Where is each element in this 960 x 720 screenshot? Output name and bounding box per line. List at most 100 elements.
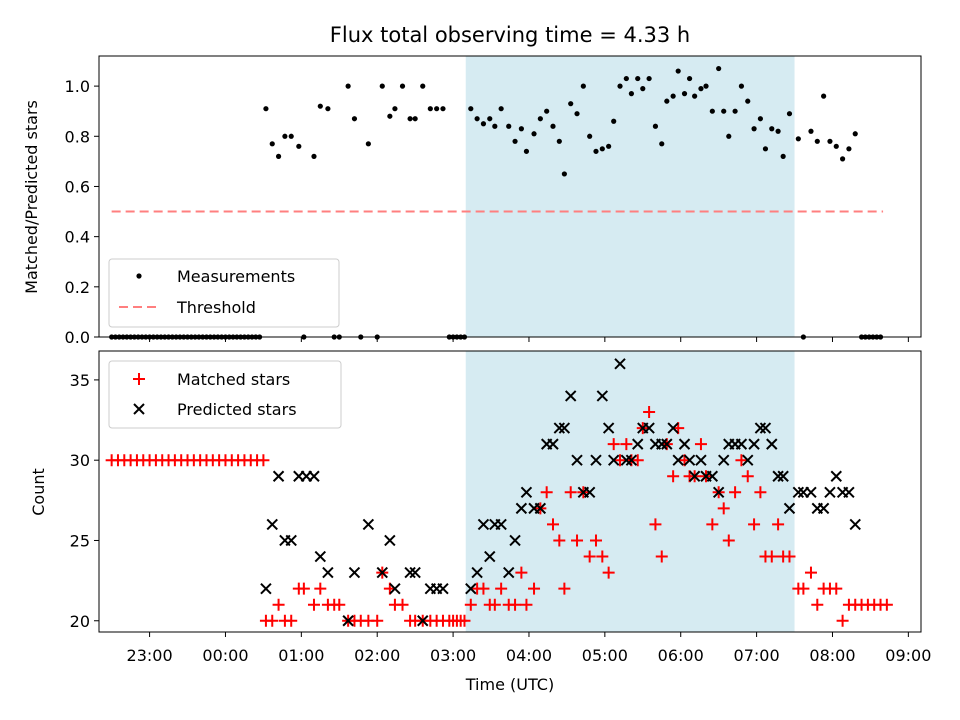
matched-star-point [620,438,633,451]
predicted-star-point [376,566,388,579]
matched-star-point [297,582,310,595]
measurement-point [427,106,433,112]
y-tick-label: 1.0 [65,77,90,96]
legend-predicted-label: Predicted stars [177,400,297,419]
measurement-point [814,138,820,144]
x-tick-label: 03:00 [430,646,476,665]
top-legend-box [108,258,340,328]
measurement-point [556,138,562,144]
measurement-point [709,108,715,114]
matched-star-point [488,598,501,611]
predicted-star-point [777,470,789,482]
measurement-point [721,108,727,114]
matched-star-point [257,454,270,467]
measurement-point [623,75,629,82]
predicted-star-point [285,534,297,547]
measurement-point [580,83,586,89]
chart-title: Flux total observing time = 4.33 h [330,23,690,47]
measurement-point [611,118,617,124]
predicted-star-point [706,470,719,482]
measurement-point [635,75,641,82]
measurement-point [269,141,275,147]
legend-predicted-marker [133,403,145,415]
matched-star-point [804,566,817,579]
matched-star-point [272,598,285,611]
matched-star-point [515,566,528,579]
measurement-point [833,143,839,149]
measurement-point [523,148,530,154]
predicted-star-point [678,438,691,450]
x-tick-label: 04:00 [506,646,552,665]
predicted-star-point [342,615,354,627]
measurement-point [795,136,801,142]
predicted-star-point [590,454,602,466]
predicted-star-point [656,438,668,450]
matched-star-point [371,614,384,627]
measurement-point [751,126,757,132]
predicted-star-point [260,582,272,595]
y-tick-label: 0.4 [65,228,90,247]
predicted-star-point [477,518,490,531]
measurement-point [468,106,474,112]
bottom-legend: Matched stars Predicted stars [108,360,342,429]
bottom-y-label: Count [29,468,48,516]
matched-star-point [655,550,668,563]
predicted-star-point [348,566,361,579]
matched-star-point [509,598,522,611]
measurement-point [808,128,814,134]
measurement-point [732,108,738,114]
predicted-star-point [661,438,673,450]
x-tick-label: 05:00 [582,646,628,665]
measurement-point [593,148,599,154]
predicted-star-point [362,518,375,531]
top-x-axis [149,337,909,342]
measurement-point [263,106,269,112]
matched-star-point [717,502,730,515]
matched-star-point [706,518,719,531]
top-legend: Measurements Threshold [108,258,340,328]
matched-star-point [546,518,559,531]
predicted-star-point [849,518,861,531]
measurement-point [628,91,635,97]
predicted-star-point [683,454,696,466]
matched-star-point [631,454,644,467]
predicted-star-point [718,454,730,466]
measurement-point [412,116,418,122]
measurement-point [664,98,670,104]
predicted-star-point [632,438,644,450]
measurement-point [703,83,709,89]
predicted-star-point [471,566,483,579]
measurement-point [317,103,323,109]
matched-star-point [649,518,662,531]
matched-star-point [564,486,577,499]
measurement-point [512,138,518,144]
measurement-point [288,133,294,139]
measurement-point [550,123,556,129]
measurement-point [780,153,786,159]
matched-star-point [748,518,761,531]
measurement-point [544,108,550,114]
legend-measurements-label: Measurements [177,267,295,286]
predicted-star-point [792,486,805,499]
measurement-point [365,141,371,147]
x-tick-label: 07:00 [734,646,780,665]
measurement-point [821,93,827,99]
count-points [105,358,893,627]
measurement-point [345,83,351,89]
predicted-star-point [272,470,285,482]
measurement-point [698,86,704,92]
matched-star-point [729,486,742,499]
measurement-point [574,111,580,117]
measurement-point [379,83,385,89]
measurement-point [492,123,498,129]
matched-star-point [583,550,596,563]
measurement-point [506,123,512,129]
predicted-star-point [596,390,609,402]
predicted-star-point [772,470,784,482]
x-tick-label: 00:00 [202,646,248,665]
bottom-panel: 20 25 30 35 23:00 00:00 01:00 02:00 03:00 04:00 0… [29,350,931,694]
predicted-star-point [484,550,496,563]
predicted-star-point [625,454,638,466]
matched-star-point [558,582,571,595]
x-tick-label: 09:00 [885,646,931,665]
